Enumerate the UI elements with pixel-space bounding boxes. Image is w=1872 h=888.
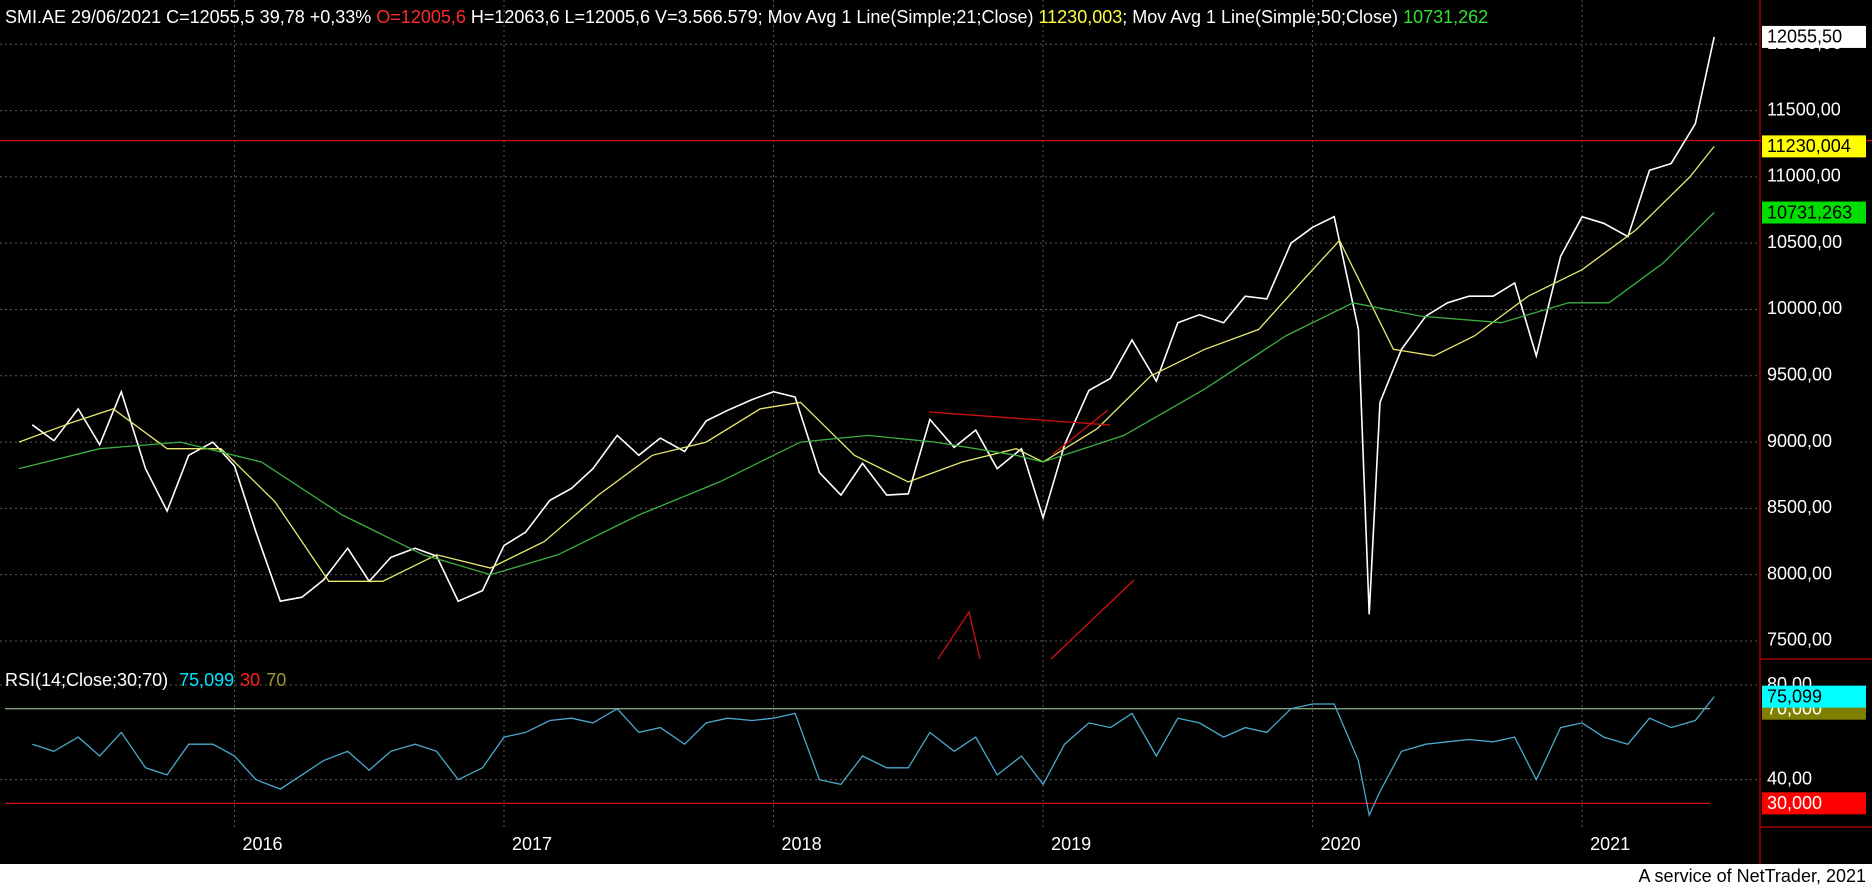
open-value: O=12005,6 [376, 7, 466, 27]
rsi-title-value: 75,099 [179, 670, 234, 690]
y-tick-label: 40,00 [1767, 768, 1812, 788]
series-line [31, 36, 1715, 615]
y-tick-label: 9000,00 [1767, 431, 1832, 451]
series-line [32, 696, 1715, 818]
ohlv: H=12063,6 L=12005,6 V=3.566.579 [471, 7, 758, 27]
line-layer [0, 36, 1872, 818]
value-badge [1762, 201, 1866, 224]
grid-layer [0, 0, 1760, 827]
y-tick-label: 11500,00 [1767, 99, 1841, 119]
y-tick-label: 8000,00 [1767, 563, 1832, 583]
x-tick-label: 2016 [242, 834, 282, 854]
symbol-info: SMI.AE 29/06/2021 C=12055,5 39,78 +0,33% [5, 7, 371, 27]
y-tick-label: 9500,00 [1767, 365, 1832, 385]
series-line [18, 145, 1715, 582]
value-badge [1762, 792, 1866, 815]
trend-line [928, 411, 1111, 426]
value-badge [1762, 685, 1866, 708]
y-tick-label: 7500,00 [1767, 630, 1832, 650]
value-badge-label: 75,099 [1767, 686, 1822, 706]
label-layer: 2016 2017 2018 2019 2020 2021 7500,00 8000,00 85… [242, 25, 1866, 854]
value-badge-label: 30,000 [1767, 793, 1822, 813]
rsi-title-value: 70 [266, 670, 286, 690]
y-tick-label: 11000,00 [1767, 166, 1841, 186]
trend-line [1050, 579, 1135, 660]
footer-bar [0, 864, 1872, 888]
value-badge [1762, 25, 1866, 48]
footer: A service of NetTrader, 2021 [1639, 866, 1866, 886]
rsi-title: RSI(14;Close;30;70) 75,099 30 70 [5, 670, 286, 690]
x-tick-label: 2017 [512, 834, 552, 854]
ma50-label: ; Mov Avg 1 Line(Simple;50;Close) [1122, 7, 1398, 27]
value-badge-label: 10731,263 [1767, 202, 1852, 222]
x-tick-label: 2019 [1051, 834, 1091, 854]
value-badge-label: 11230,004 [1767, 136, 1851, 156]
value-badge [1762, 135, 1866, 158]
header: SMI.AE 29/06/2021 C=12055,5 39,78 +0,33%… [5, 7, 1488, 27]
x-tick-label: 2021 [1590, 834, 1630, 854]
y-tick-label: 10500,00 [1767, 232, 1842, 252]
y-tick-label: 10000,00 [1767, 298, 1842, 318]
trend-line [1052, 409, 1109, 455]
drawings [928, 409, 1135, 660]
y-tick-label: 8500,00 [1767, 497, 1832, 517]
trend-line [937, 610, 981, 660]
rsi-label: RSI(14;Close;30;70) [5, 670, 168, 690]
rsi-title-value: 30 [240, 670, 260, 690]
x-tick-label: 2020 [1321, 834, 1361, 854]
series-line [18, 212, 1715, 576]
x-tick-label: 2018 [782, 834, 822, 854]
ma21-label: ; Mov Avg 1 Line(Simple;21;Close) [758, 7, 1034, 27]
ma50-value: 10731,262 [1403, 7, 1488, 27]
value-badge-label: 12055,50 [1767, 27, 1842, 47]
ma21-value: 11230,003 [1038, 7, 1122, 27]
